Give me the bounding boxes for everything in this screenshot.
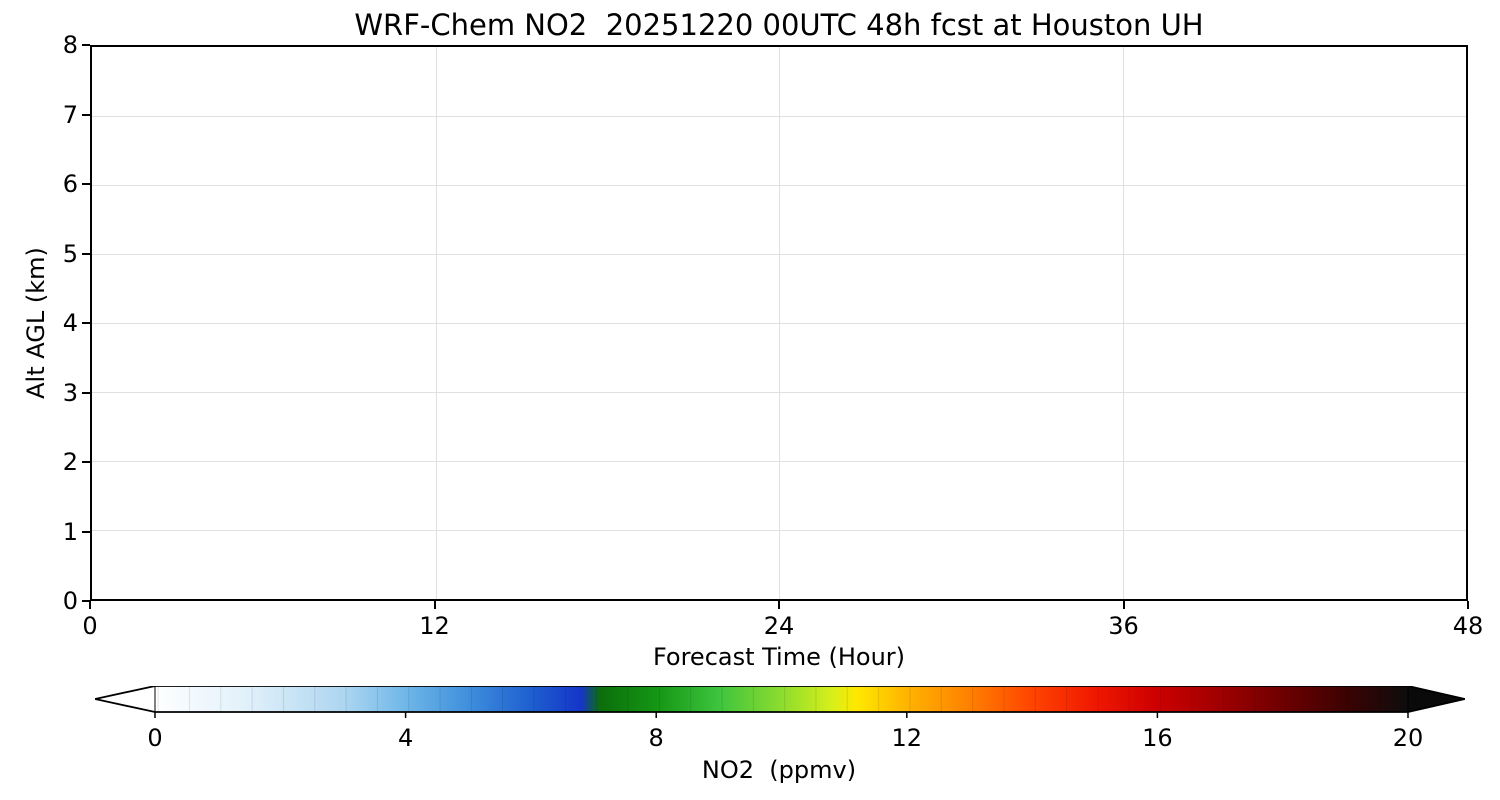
y-tick	[82, 252, 90, 255]
y-tick	[82, 461, 90, 463]
plot-area	[90, 45, 1468, 601]
x-tick-label: 0	[82, 612, 98, 640]
colorbar-tick-label: 8	[648, 724, 664, 752]
y-axis-label: Alt AGL (km)	[22, 247, 50, 399]
gridline-v	[779, 47, 780, 599]
y-tick	[82, 44, 90, 46]
y-tick-label: 4	[62, 309, 78, 337]
y-tick-label: 5	[62, 239, 78, 268]
x-tick-label: 24	[763, 612, 795, 640]
y-tick	[82, 322, 90, 324]
colorbar-tick-label: 4	[397, 724, 414, 752]
y-tick-label: 3	[62, 378, 78, 407]
y-tick-label: 2	[62, 448, 78, 476]
x-tick-label: 36	[1108, 612, 1139, 640]
y-tick-label: 6	[62, 170, 78, 198]
x-tick	[89, 601, 91, 609]
x-tick	[433, 601, 436, 609]
colorbar-tick-label: 0	[147, 724, 163, 752]
colorbar-segment-lines	[155, 686, 1408, 712]
colorbar	[95, 686, 1465, 718]
x-tick-label: 12	[419, 612, 450, 640]
chart-title: WRF-Chem NO2 20251220 00UTC 48h fcst at …	[354, 8, 1204, 42]
colorbar-tick-label: 20	[1392, 724, 1424, 752]
colorbar-tick-label: 12	[891, 724, 923, 752]
y-tick-label: 0	[62, 587, 78, 615]
y-tick-label: 8	[62, 31, 78, 59]
y-tick	[82, 113, 90, 116]
colorbar-label: NO2 (ppmv)	[701, 756, 857, 784]
colorbar-under-arrow	[95, 686, 155, 712]
colorbar-tick-label: 16	[1142, 724, 1173, 752]
x-axis-label: Forecast Time (Hour)	[652, 643, 906, 671]
y-tick	[82, 391, 90, 394]
gridline-v	[1122, 47, 1124, 599]
colorbar-over-arrow	[1408, 686, 1465, 712]
x-tick	[1467, 601, 1469, 609]
x-tick	[1122, 601, 1125, 609]
y-tick	[82, 183, 90, 185]
y-tick	[82, 600, 90, 602]
y-tick-label: 1	[62, 517, 78, 546]
x-tick-label: 48	[1452, 612, 1484, 640]
x-tick	[778, 601, 780, 609]
y-tick-label: 7	[62, 100, 78, 129]
gridline-v	[435, 47, 437, 599]
y-tick	[82, 530, 90, 533]
